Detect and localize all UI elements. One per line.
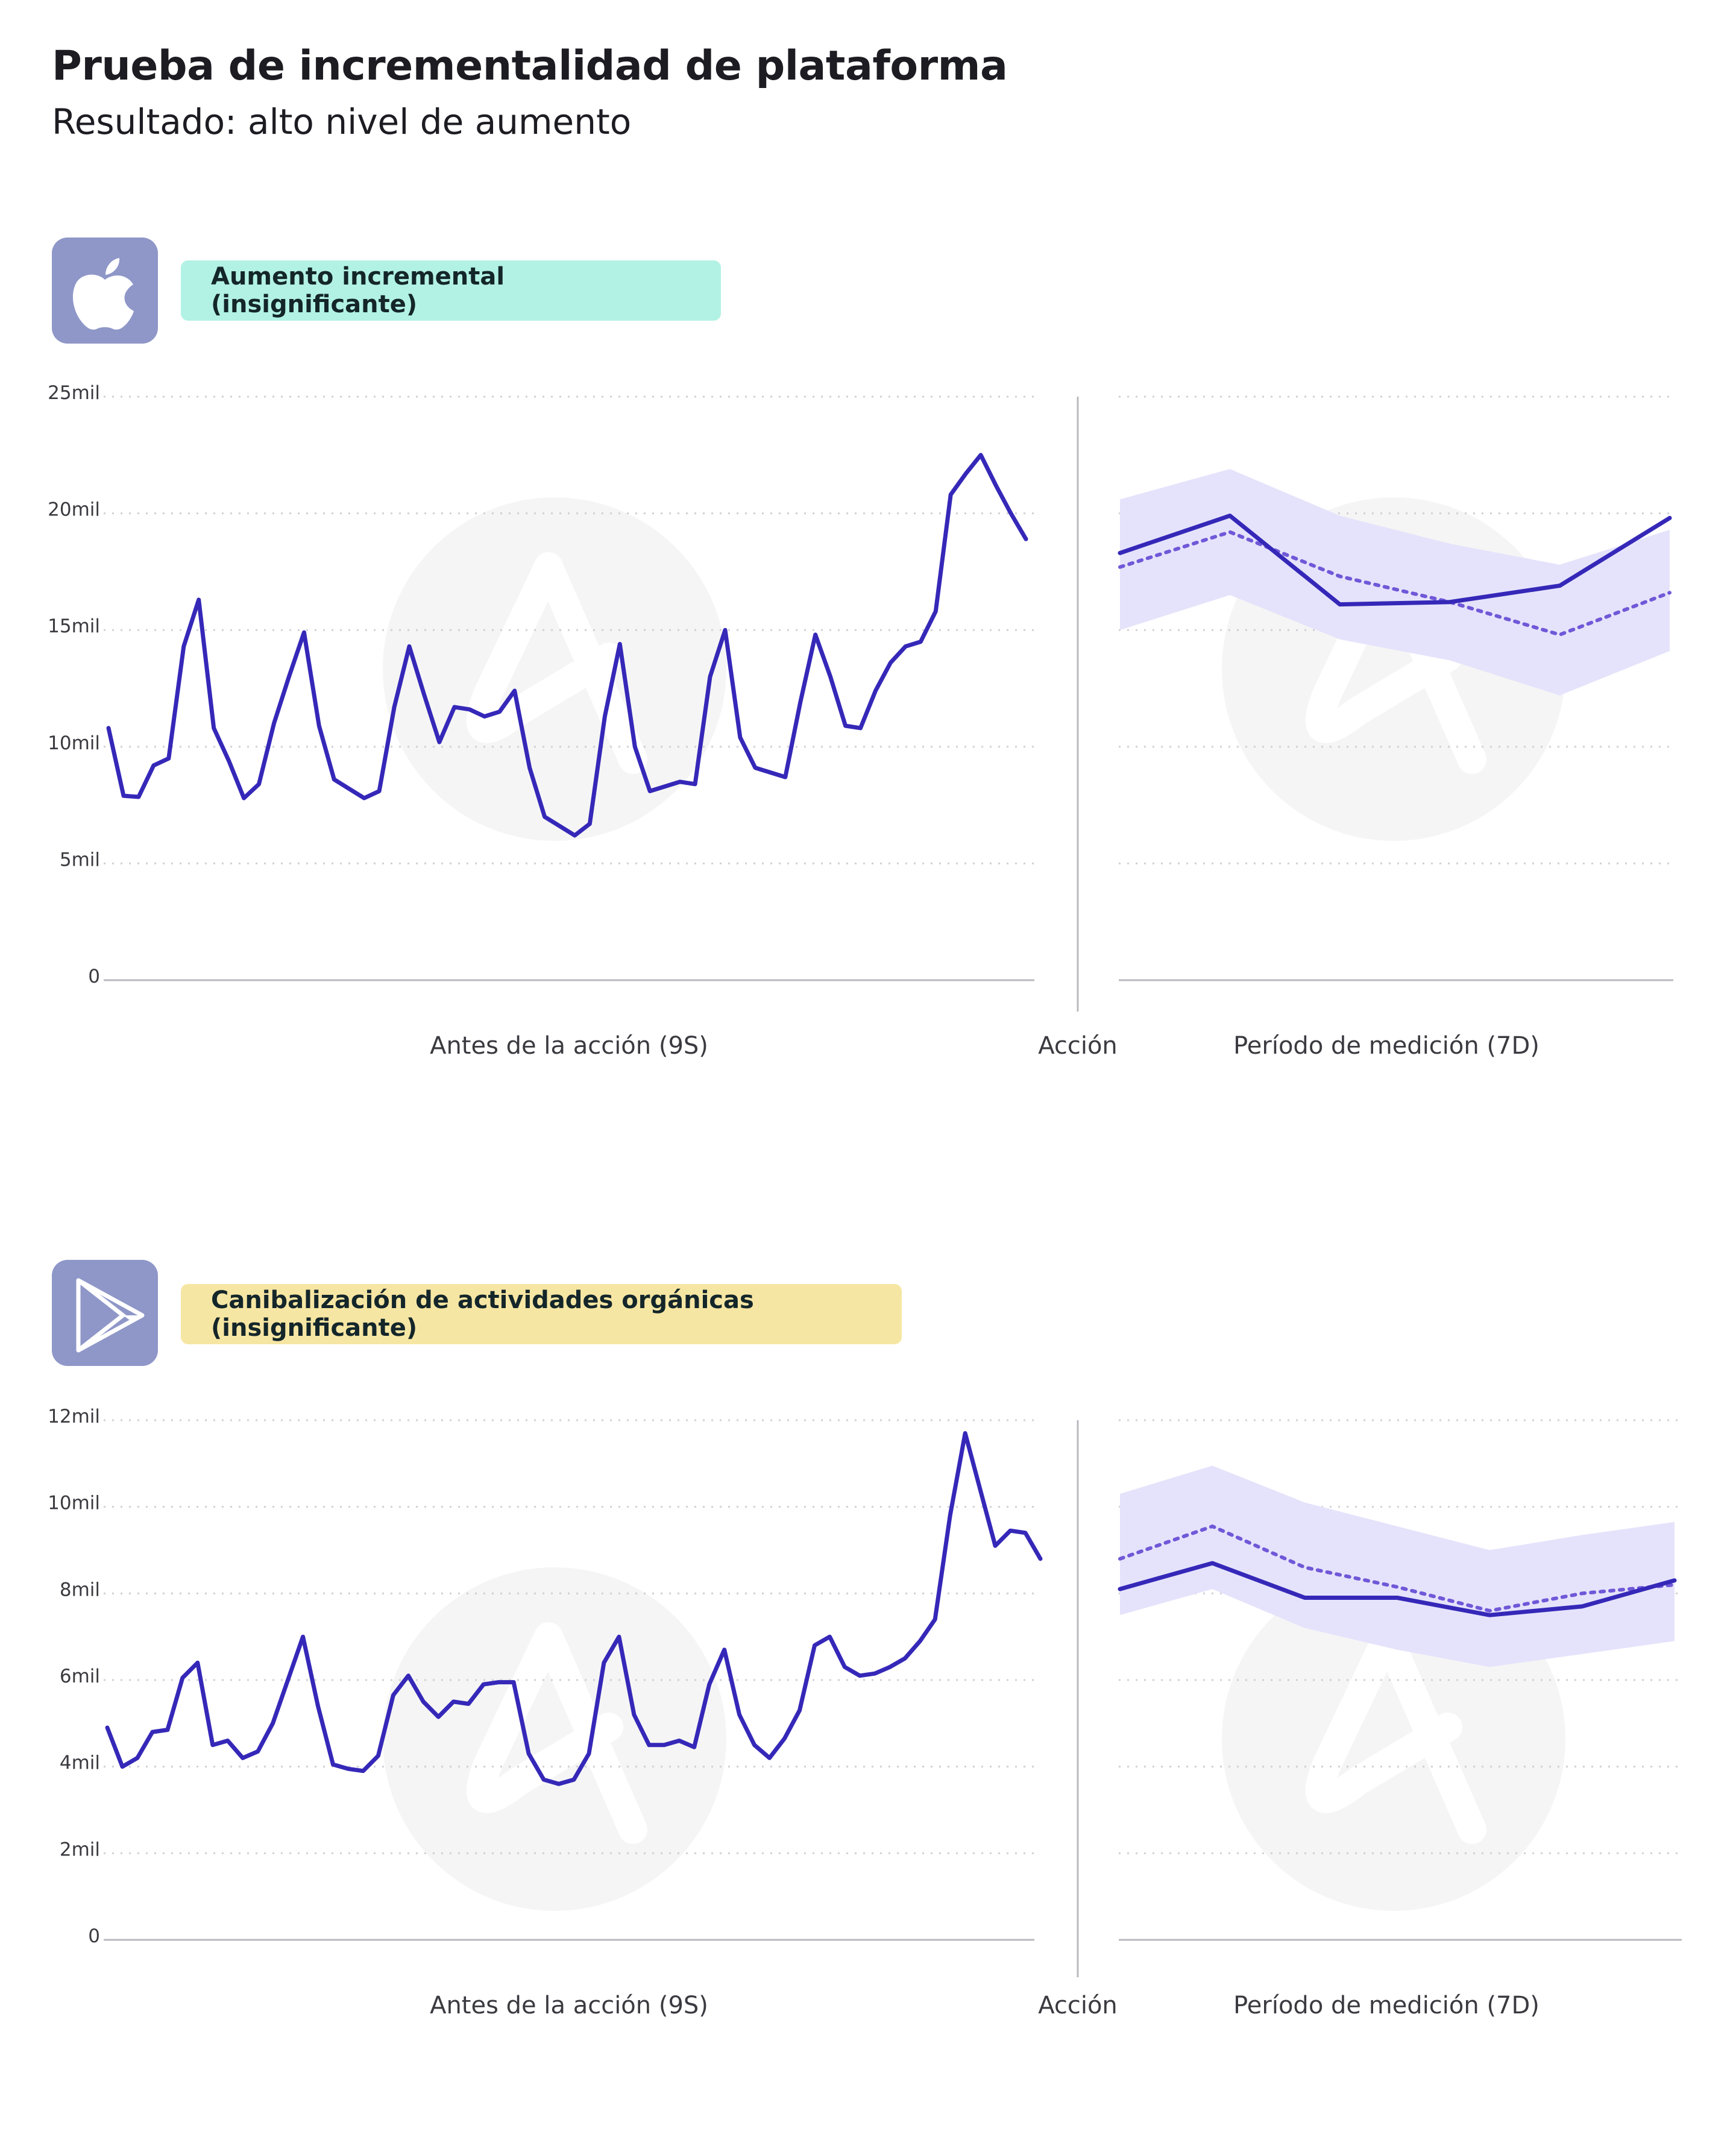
result-badge: Canibalización de actividades orgánicas … [181, 1284, 902, 1344]
series-line-predicted [1118, 1524, 1676, 1613]
y-tick-label: 20mil [48, 499, 100, 521]
watermark-circle [383, 1567, 726, 1911]
play-store-logo-icon [76, 1278, 145, 1353]
x-label-action: Acción [1038, 1992, 1118, 2019]
y-tick-label: 10mil [48, 1493, 100, 1514]
series-line-actual [1118, 1561, 1677, 1617]
y-tick-label: 5mil [60, 849, 100, 870]
x-label-action: Acción [1038, 1032, 1118, 1060]
watermark-logo-icon [1305, 1622, 1486, 1844]
watermark-circle [383, 497, 726, 841]
page-title: Prueba de incrementalidad de plataforma [52, 42, 1008, 90]
result-badge: Aumento incremental (insignificante) [181, 260, 721, 321]
confidence-band [1120, 469, 1670, 696]
x-label-after: Período de medición (7D) [1233, 1992, 1539, 2019]
chart-play-store: 0 2mil 4mil 6mil 8mil 10mil 12mil Antes de la a… [48, 1406, 1682, 2019]
series-line-before [106, 453, 1028, 838]
series-line-predicted [1118, 530, 1672, 637]
y-tick-label: 10mil [48, 732, 100, 754]
y-tick-label: 25mil [48, 382, 100, 404]
watermark-logo-icon [466, 552, 647, 774]
x-label-before: Antes de la acción (9S) [430, 1992, 708, 2019]
chart-apple: 0 5mil 10mil 15mil 20mil 25mil Antes de la acc… [48, 382, 1673, 1060]
y-tick-label: 15mil [48, 615, 100, 637]
y-tick-label: 8mil [60, 1579, 100, 1600]
series-line-actual [1118, 514, 1672, 607]
y-tick-label: 12mil [48, 1406, 100, 1427]
y-tick-label: 2mil [60, 1839, 100, 1860]
apple-logo-icon [72, 258, 134, 330]
x-label-after: Período de medición (7D) [1233, 1032, 1539, 1060]
series-line-before [105, 1431, 1043, 1786]
y-tick-label: 6mil [60, 1666, 100, 1687]
y-tick-label: 0 [88, 1925, 100, 1947]
page: Prueba de incrementalidad de plataforma … [48, 42, 1682, 2019]
confidence-band [1120, 1465, 1675, 1667]
y-tick-label: 0 [88, 966, 100, 987]
apple-app-tile [52, 238, 158, 344]
page-subtitle: Resultado: alto nivel de aumento [52, 101, 632, 142]
y-tick-label: 4mil [60, 1752, 100, 1774]
x-label-before: Antes de la acción (9S) [430, 1032, 708, 1060]
play-store-app-tile [52, 1260, 158, 1366]
